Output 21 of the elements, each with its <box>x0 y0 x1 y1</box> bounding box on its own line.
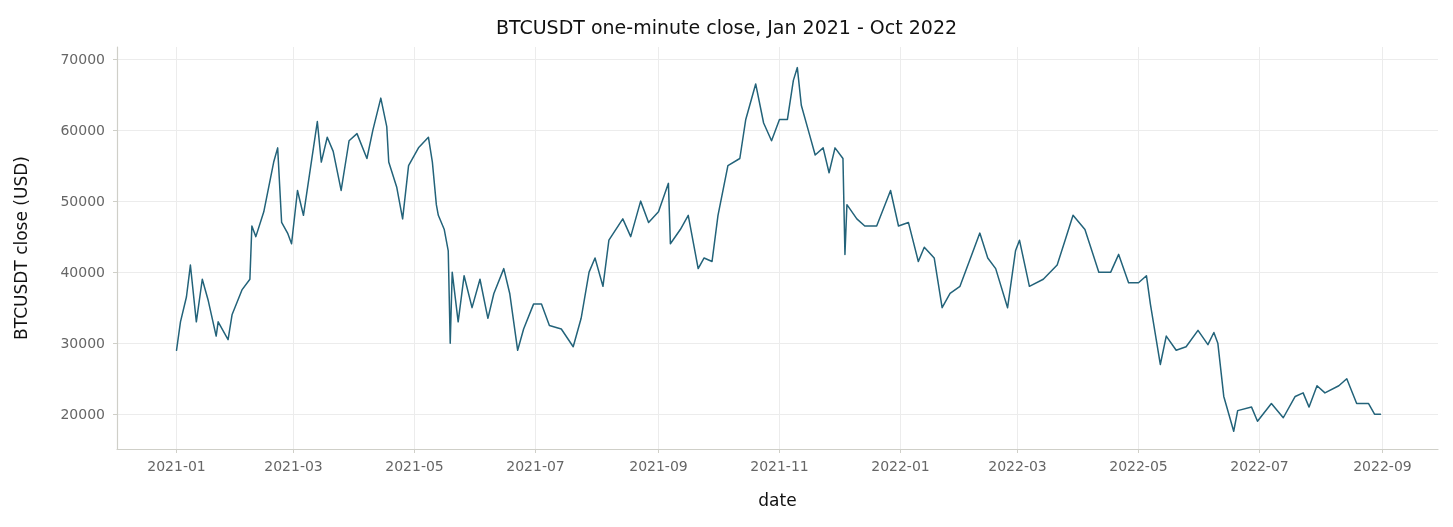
x-tick-label: 2021-09 <box>629 458 688 474</box>
y-tick-label: 20000 <box>60 406 105 423</box>
x-tick-label: 2022-09 <box>1353 458 1412 474</box>
line-series <box>175 66 1382 432</box>
y-tick-label: 60000 <box>60 122 105 139</box>
x-tick-label: 2021-03 <box>264 458 323 474</box>
x-tick-label: 2021-07 <box>506 458 565 474</box>
x-tick-label: 2022-05 <box>1109 458 1168 474</box>
y-tick-label: 70000 <box>60 51 105 68</box>
x-tick-label: 2022-03 <box>988 458 1047 474</box>
x-tick-label: 2021-11 <box>750 458 809 474</box>
y-tick-label: 50000 <box>60 193 105 210</box>
y-tick-label: 30000 <box>60 335 105 352</box>
x-tick-label: 2021-01 <box>147 458 206 474</box>
x-axis-title: date <box>758 489 797 510</box>
x-tick-label: 2022-01 <box>871 458 930 474</box>
y-tick-label: 40000 <box>60 264 105 281</box>
chart-title: BTCUSDT one-minute close, Jan 2021 - Oct 2022 <box>495 15 958 38</box>
x-tick-label: 2022-07 <box>1230 458 1289 474</box>
y-axis-title: BTCUSDT close (USD) <box>10 156 31 340</box>
x-tick-label: 2021-05 <box>385 458 444 474</box>
